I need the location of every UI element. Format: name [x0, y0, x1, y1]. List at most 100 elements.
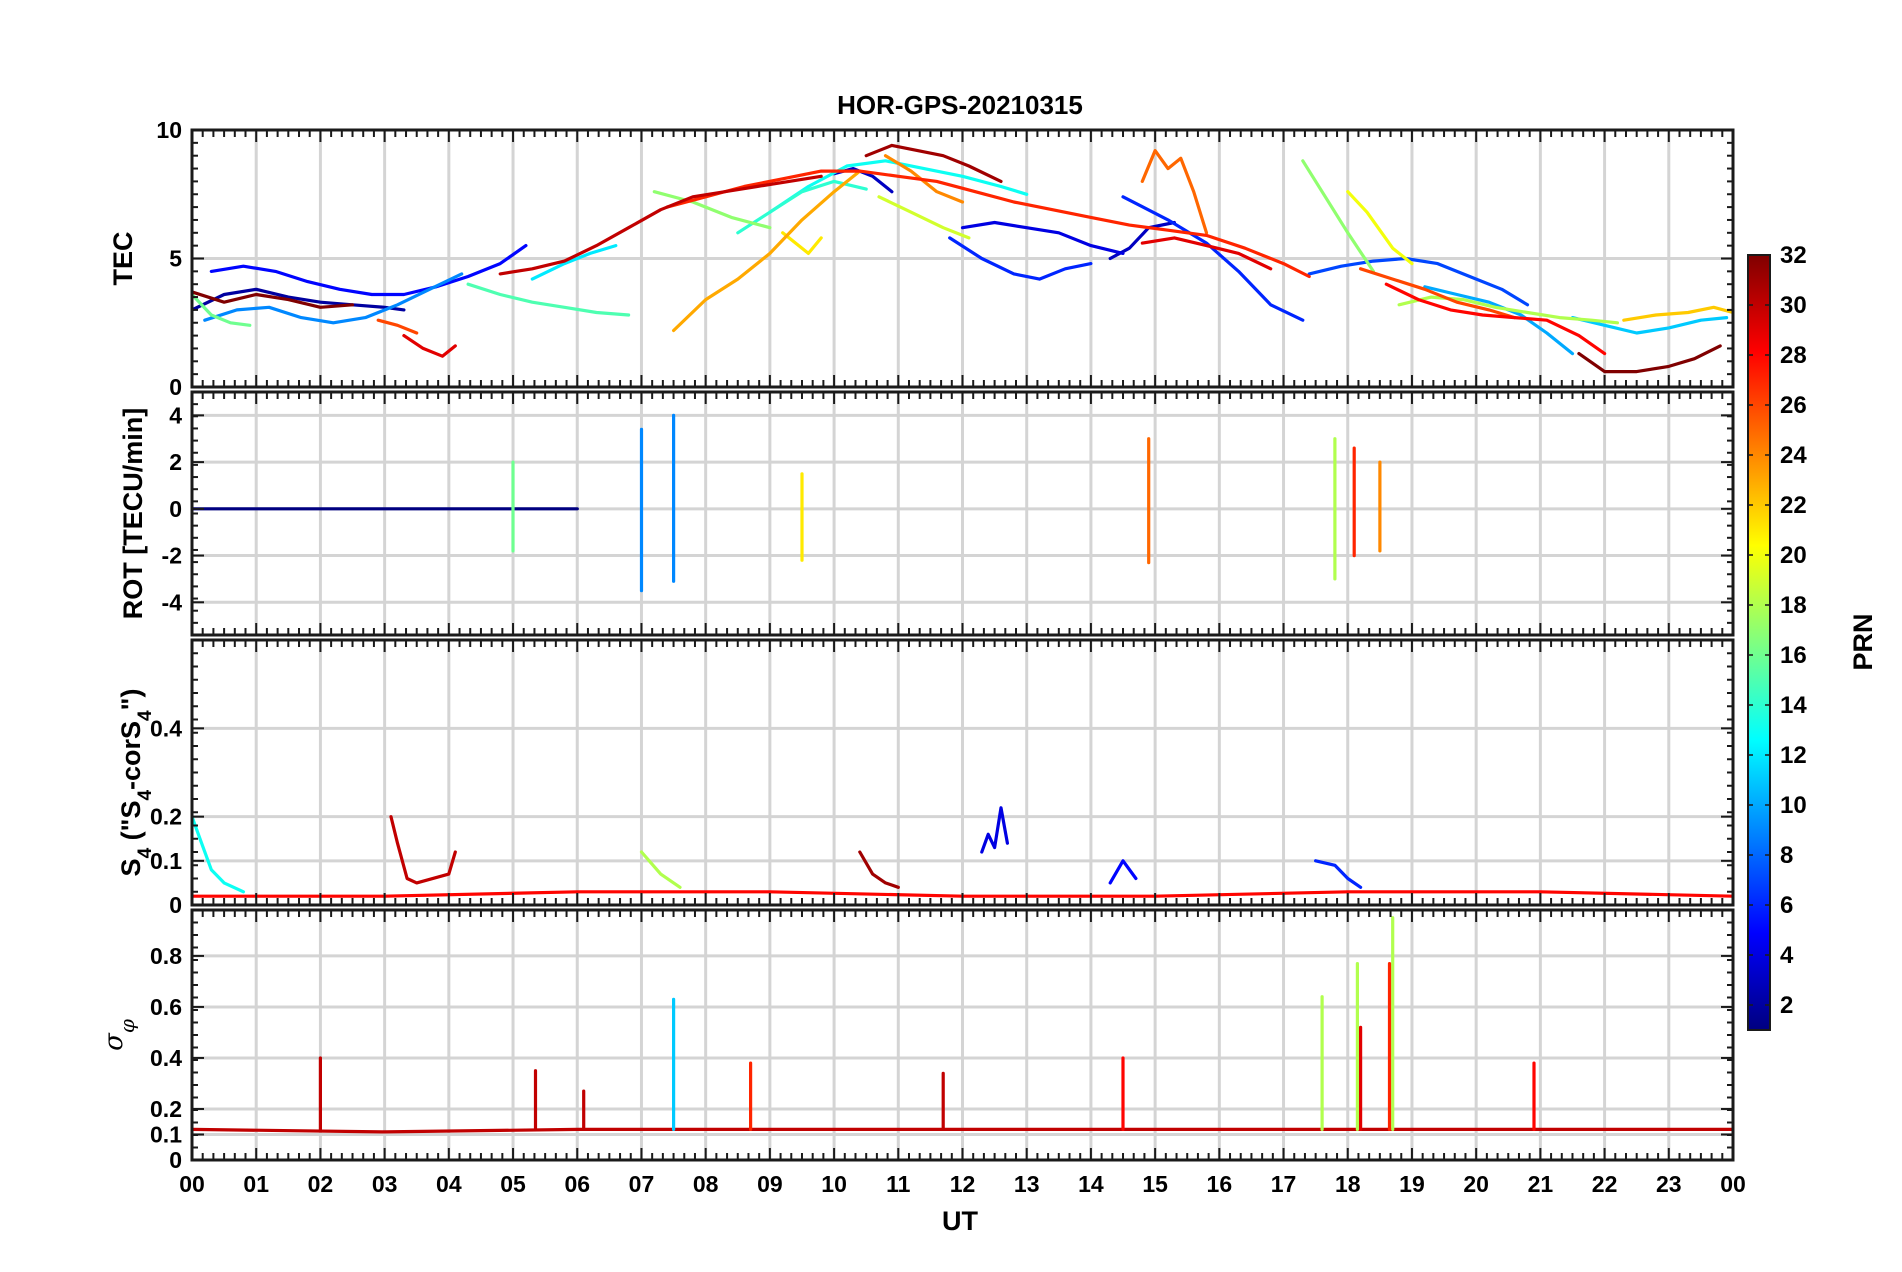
- x-tick-label: 19: [1399, 1171, 1425, 1197]
- series-prn-19: [877, 195, 971, 240]
- series-prn-22: [1622, 305, 1733, 322]
- colorbar-tick-label: 16: [1780, 642, 1807, 669]
- series-prn-21: [781, 231, 823, 255]
- x-tick-label: 11: [886, 1171, 911, 1197]
- x-tick-label: 22: [1592, 1171, 1618, 1197]
- grid: [192, 640, 1733, 905]
- colorbar-tick-label: 28: [1780, 342, 1807, 369]
- series-prn-31: [858, 850, 900, 889]
- ticks: [191, 909, 1734, 1161]
- series-prn-12: [530, 244, 618, 281]
- x-tick-label: 01: [243, 1171, 269, 1197]
- colorbar-gradient: [1747, 254, 1771, 1031]
- series-prn-18: [1397, 295, 1620, 325]
- series-prn-7: [1307, 256, 1530, 307]
- y-axis-label: TEC: [108, 232, 138, 286]
- y-tick-label: -2: [162, 543, 182, 569]
- series-prn-30: [192, 1127, 1733, 1134]
- series-prn-9: [203, 272, 464, 325]
- x-tick-label: 18: [1335, 1171, 1361, 1197]
- x-tick-label: 12: [950, 1171, 976, 1197]
- series-prn-2: [192, 287, 406, 312]
- x-tick-label: 00: [1720, 1171, 1746, 1197]
- series-prn-27: [665, 169, 1311, 279]
- series-prn-18: [639, 850, 682, 889]
- panel-rot: 4 2 0 -2 -4 ROT [TECU/min]: [118, 390, 1735, 637]
- series-prn-6: [948, 236, 1093, 281]
- series-prn-5: [209, 244, 528, 297]
- x-tick-label: 04: [436, 1171, 462, 1197]
- series-prn-15: [466, 282, 631, 317]
- ticks: [191, 391, 1734, 636]
- x-tick-label: 15: [1142, 1171, 1168, 1197]
- y-axis-label: σφ: [99, 1019, 139, 1051]
- y-tick-label: 0: [169, 1147, 182, 1173]
- panel-tec: 0 5 10 TEC: [108, 117, 1735, 400]
- series-prn-5: [1108, 859, 1138, 885]
- series-prn-6: [1121, 195, 1305, 322]
- y-tick-label: 0: [169, 892, 182, 918]
- colorbar-label: PRN: [1848, 613, 1878, 670]
- y-tick-label: 0.8: [150, 943, 182, 969]
- x-tick-label: 02: [308, 1171, 334, 1197]
- colorbar-tick-label: 26: [1780, 392, 1807, 419]
- series-prn-17: [652, 190, 772, 230]
- colorbar-tick-label: 8: [1780, 842, 1793, 869]
- colorbar-tick-label: 30: [1780, 292, 1807, 319]
- colorbar-tick-label: 24: [1780, 442, 1807, 469]
- x-tick-label: 21: [1528, 1171, 1554, 1197]
- x-tick-label: 03: [372, 1171, 398, 1197]
- x-tick-label: 06: [564, 1171, 590, 1197]
- x-tick-label: 09: [757, 1171, 783, 1197]
- panel-s4: 0 0.1 0.2 0.4S4 ("S4-corS4"): [116, 638, 1735, 918]
- y-tick-label: 0.4: [150, 715, 182, 741]
- y-tick-label: 10: [156, 117, 182, 143]
- series-group: [192, 413, 1382, 593]
- series-group: [192, 916, 1733, 1134]
- series-prn-26: [376, 318, 419, 335]
- y-axis-label: S4 ("S4-corS4"): [116, 689, 156, 877]
- x-axis-label: UT: [942, 1206, 978, 1236]
- x-tick-label: 07: [629, 1171, 655, 1197]
- x-tick-label: 17: [1271, 1171, 1297, 1197]
- colorbar-tick-label: 10: [1780, 792, 1807, 819]
- series-prn-26: [1358, 267, 1517, 320]
- x-tick-label: 10: [821, 1171, 847, 1197]
- y-tick-label: 0: [169, 374, 182, 400]
- series-group: [192, 143, 1733, 374]
- series-prn-29: [1140, 236, 1273, 271]
- colorbar-tick-label: 4: [1780, 942, 1794, 969]
- series-prn-11: [1570, 316, 1729, 335]
- colorbar-tick-label: 20: [1780, 542, 1807, 569]
- colorbar-tick-label: 22: [1780, 492, 1807, 519]
- chart-title: HOR-GPS-20210315: [837, 90, 1083, 120]
- series-prn-30: [498, 174, 823, 276]
- panel-sigma_phi: 00.10.2 0.4 0.6 0.8 σφ: [99, 908, 1735, 1173]
- series-prn-13: [768, 159, 1029, 214]
- series-prn-13: [192, 815, 245, 894]
- colorbar-tick-label: 2: [1780, 992, 1793, 1019]
- colorbar-tick-label: 14: [1780, 692, 1807, 719]
- x-axis: 00 01 02 03 04 05 06 07 08 09 10 11 12 13 14 15 16 17 18 19…: [179, 1171, 1746, 1197]
- y-tick-label: -4: [162, 589, 183, 615]
- y-tick-label: 4: [169, 402, 182, 428]
- y-tick-label: 5: [169, 246, 182, 272]
- series-prn-23: [671, 169, 862, 333]
- series-prn-25: [1140, 149, 1209, 235]
- colorbar-tick-label: 32: [1780, 242, 1807, 269]
- series-prn-6: [1313, 859, 1363, 889]
- y-tick-label: 2: [169, 449, 182, 475]
- y-tick-label: 0.1: [150, 848, 182, 874]
- grid: [192, 130, 1733, 387]
- y-tick-label: 0: [169, 496, 182, 522]
- x-tick-label: 20: [1463, 1171, 1489, 1197]
- y-tick-label: 0.2: [150, 1096, 182, 1122]
- y-tick-label: 0.2: [150, 804, 182, 830]
- colorbar-tick-label: 12: [1780, 742, 1807, 769]
- series-prn-32: [192, 290, 355, 309]
- series-prn-30: [389, 815, 457, 885]
- grid: [192, 910, 1733, 1160]
